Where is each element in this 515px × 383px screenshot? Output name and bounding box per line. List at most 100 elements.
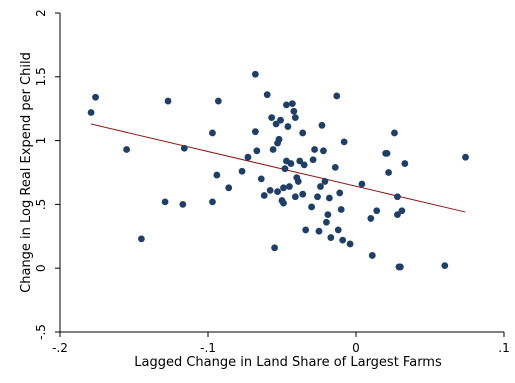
data-point [441, 262, 449, 270]
data-point [263, 91, 271, 99]
data-point [179, 201, 187, 208]
data-point [271, 244, 278, 252]
data-point [251, 70, 259, 78]
data-point [337, 206, 345, 213]
data-point [309, 156, 317, 164]
data-point [391, 129, 398, 137]
data-point [164, 97, 172, 105]
axes: -.5 0 .5 1 1.5 2 -.2 -.1 0 .1 [34, 9, 510, 355]
data-point [291, 193, 299, 201]
fit-line [90, 123, 466, 213]
data-point [394, 211, 401, 219]
y-tick-label: 2 [34, 9, 48, 17]
data-point [272, 120, 280, 128]
data-point [300, 161, 308, 169]
data-point [274, 188, 281, 196]
data-point [244, 153, 252, 161]
data-point [277, 116, 284, 124]
data-point [346, 240, 354, 248]
data-point [294, 178, 302, 185]
data-point [209, 198, 216, 206]
data-point [253, 147, 261, 155]
y-tick-label: 1 [34, 137, 48, 145]
data-point [327, 234, 335, 241]
data-point [314, 193, 321, 201]
data-point [138, 235, 145, 243]
data-point [397, 263, 404, 271]
data-point [333, 92, 341, 100]
x-tick-label: -.1 [200, 341, 216, 355]
data-point [213, 171, 221, 179]
data-point [281, 165, 289, 173]
data-point [87, 109, 95, 116]
data-point [324, 211, 332, 219]
data-point [288, 100, 296, 107]
data-point [284, 123, 292, 130]
y-axis-label: Change in Log Real Expend per Child [19, 52, 34, 293]
data-point [308, 203, 315, 211]
data-point [296, 157, 304, 165]
data-point [318, 121, 326, 129]
data-point [209, 129, 216, 137]
data-point [291, 114, 299, 122]
data-point [398, 207, 406, 215]
fit-line-group [90, 123, 466, 213]
y-tick-label: 0 [34, 264, 48, 272]
data-point [323, 218, 330, 226]
data-point [290, 107, 298, 115]
y-tick-label: 1.5 [34, 67, 48, 86]
data-point [269, 146, 277, 153]
data-point [251, 128, 259, 136]
data-point [180, 144, 188, 152]
data-point [325, 194, 333, 202]
data-point [401, 160, 409, 167]
data-point [331, 163, 339, 171]
data-point [287, 160, 295, 167]
x-axis-label: Lagged Change in Land Share of Largest F… [134, 355, 442, 370]
data-point [161, 198, 169, 206]
data-point [358, 180, 366, 188]
data-point [280, 184, 287, 192]
data-point [320, 147, 327, 155]
data-point [92, 93, 99, 101]
data-point [260, 192, 268, 199]
data-point [321, 178, 329, 185]
data-point [238, 167, 246, 175]
data-point [283, 101, 290, 109]
data-point [299, 129, 307, 137]
data-point [311, 146, 318, 153]
data-point [315, 227, 323, 235]
data-point [286, 183, 293, 190]
data-point [336, 189, 344, 197]
data-point [385, 169, 392, 176]
data-point [299, 190, 307, 198]
data-point [394, 193, 401, 201]
x-tick-label: .1 [498, 341, 509, 355]
data-point [373, 207, 381, 215]
data-point [302, 226, 310, 234]
x-tick-label: 0 [352, 341, 360, 355]
data-point [275, 135, 283, 143]
y-tick-label: -.5 [34, 324, 48, 340]
data-point [367, 215, 375, 222]
data-point [383, 149, 391, 157]
data-point [268, 114, 276, 122]
data-point [340, 138, 348, 146]
data-point [462, 153, 469, 161]
y-tick-label: .5 [34, 199, 48, 210]
data-point [266, 186, 274, 194]
data-point [368, 252, 376, 259]
data-point [123, 146, 130, 153]
x-tick-label: -.2 [52, 341, 68, 355]
data-points [87, 70, 469, 271]
axis-labels: Lagged Change in Land Share of Largest F… [19, 52, 442, 370]
data-point [225, 184, 233, 192]
data-point [280, 199, 287, 207]
data-point [334, 226, 342, 234]
data-point [257, 175, 265, 183]
data-point [339, 236, 347, 244]
data-point [317, 183, 324, 190]
data-point [214, 97, 222, 105]
